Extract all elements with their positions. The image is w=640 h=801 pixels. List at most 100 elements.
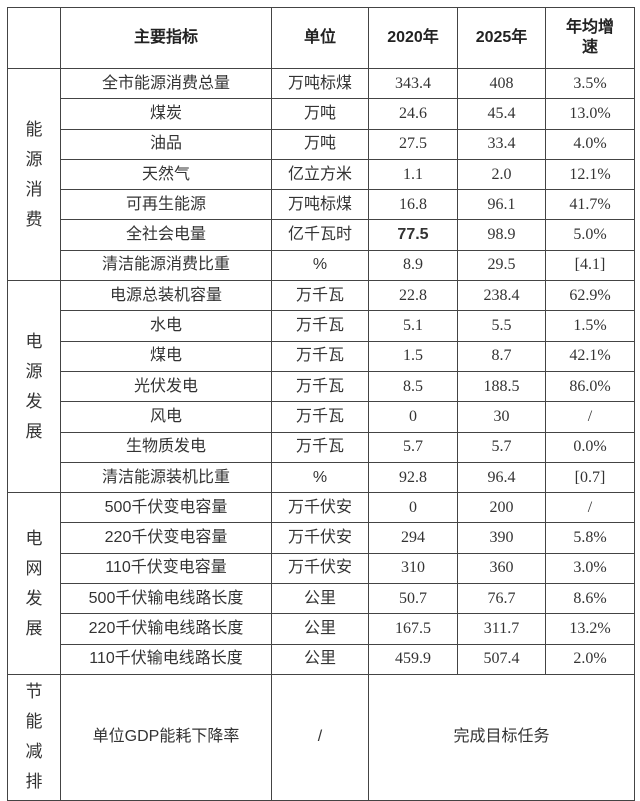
value-2025: 408: [457, 67, 546, 100]
value-2025: 507.4: [457, 643, 546, 675]
growth-rate: 13.0%: [545, 98, 635, 130]
value-2020: 50.7: [368, 583, 458, 615]
value-2020: 5.7: [368, 431, 458, 463]
indicator-unit: 万千伏安: [271, 522, 369, 554]
group-label: 电网发展: [7, 492, 61, 675]
indicator-unit: %: [271, 249, 369, 282]
value-2025: 96.4: [457, 461, 546, 494]
value-2020: 294: [368, 522, 458, 554]
table-row: 电源发展 电源总装机容量 万千瓦 22.8 238.4 62.9%: [7, 280, 635, 494]
value-2020: 92.8: [368, 461, 458, 494]
table-row: 清洁能源装机比重% 92.8 96.4 [0.7]: [8, 461, 635, 494]
value-2020: 167.5: [368, 613, 458, 645]
value-2025: 8.7: [457, 340, 546, 372]
indicator-name: 单位GDP能耗下降率: [60, 673, 272, 801]
growth-rate: 5.0%: [545, 219, 635, 251]
energy-indicators-table: 主要指标 单位 2020年 2025年 年均增速 能源消费 全市能源消费总量 万吨标…: [7, 7, 635, 801]
table-row: 清洁能源消费比重% 8.9 29.5 [4.1]: [8, 249, 635, 282]
table-row: 水电 万千瓦 5.1 5.5 1.5%: [8, 310, 635, 342]
value-2020: 1.1: [368, 158, 458, 191]
indicator-unit: 万吨: [271, 128, 369, 160]
value-2020: 343.4: [368, 67, 458, 100]
group-label: 电源发展: [7, 280, 61, 494]
table-row: 电网发展 500千伏变电容量 万千伏安 0 200/: [7, 492, 635, 675]
value-2025: 76.7: [457, 583, 546, 615]
value-2025: 98.9: [457, 219, 546, 251]
value-2025: 5.7: [457, 431, 546, 463]
indicator-unit: 万千瓦: [271, 340, 369, 372]
indicator-name: 生物质发电: [60, 431, 272, 463]
indicator-name: 110千伏输电线路长度: [60, 643, 272, 675]
indicator-unit: 万吨标煤: [271, 189, 369, 221]
indicator-name: 油品: [60, 128, 272, 160]
indicator-unit: 万千瓦: [271, 310, 369, 342]
growth-rate: 12.1%: [545, 158, 635, 191]
growth-rate: 1.5%: [545, 310, 635, 342]
indicator-name: 水电: [60, 310, 272, 342]
value-2025: 188.5: [457, 370, 546, 403]
indicator-unit: /: [271, 673, 369, 801]
indicator-name: 全社会电量: [60, 219, 272, 251]
indicator-name: 煤电: [60, 340, 272, 372]
value-2020: 1.5: [368, 340, 458, 372]
header-unit: 单位: [271, 7, 369, 69]
growth-rate: [4.1]: [545, 249, 635, 282]
header-2020: 2020年: [368, 7, 458, 69]
indicator-unit: 万千瓦: [271, 401, 369, 433]
growth-rate: /: [545, 401, 635, 433]
header-growth: 年均增速: [545, 7, 635, 69]
value-2020: 27.5: [368, 128, 458, 160]
value-2025: 33.4: [457, 128, 546, 160]
group-label-text: 电源发展: [25, 331, 43, 441]
value-2025: 5.5: [457, 310, 546, 342]
indicator-unit: 公里: [271, 583, 369, 615]
growth-rate: 62.9%: [545, 280, 635, 312]
indicator-unit: 公里: [271, 643, 369, 675]
value-2025: 390: [457, 522, 546, 554]
indicator-unit: 万吨: [271, 98, 369, 130]
indicator-name: 可再生能源: [60, 189, 272, 221]
indicator-name: 220千伏变电容量: [60, 522, 272, 554]
indicator-name: 220千伏输电线路长度: [60, 613, 272, 645]
indicator-unit: 公里: [271, 613, 369, 645]
growth-rate: 4.0%: [545, 128, 635, 160]
value-2020: 8.9: [368, 249, 458, 282]
growth-rate: 0.0%: [545, 431, 635, 463]
value-2020: 8.5: [368, 370, 458, 403]
indicator-unit: 万千瓦: [271, 431, 369, 463]
value-2025: 311.7: [457, 613, 546, 645]
table-body: 能源消费 全市能源消费总量 万吨标煤 343.4 408 3.5% 煤炭 万吨 24.6 45.4…: [7, 67, 635, 675]
header-2025: 2025年: [457, 7, 546, 69]
value-2020: 24.6: [368, 98, 458, 130]
value-2020: 5.1: [368, 310, 458, 342]
growth-rate: 2.0%: [545, 643, 635, 675]
group-label-text: 节能减排: [25, 682, 43, 792]
table-row: 110千伏变电容量 万千伏安 310 360 3.0%: [8, 552, 635, 585]
table-row: 能源消费 全市能源消费总量 万吨标煤 343.4 408 3.5%: [7, 67, 635, 282]
value-2020: 310: [368, 552, 458, 585]
group-label: 能源消费: [7, 67, 61, 282]
growth-rate: 41.7%: [545, 189, 635, 221]
indicator-name: 电源总装机容量: [60, 280, 272, 312]
table-row: 煤炭 万吨 24.6 45.4 13.0%: [8, 98, 635, 130]
table-row: 光伏发电 万千瓦 8.5 188.5 86.0%: [8, 370, 635, 403]
table-row: 可再生能源 万吨标煤 16.8 96.1 41.7%: [8, 189, 635, 221]
value-2025: 2.0: [457, 158, 546, 191]
table-row: 110千伏输电线路长度 公里 459.9 507.4 2.0%: [8, 643, 635, 675]
table-row: 天然气 亿立方米 1.1 2.0 12.1%: [8, 158, 635, 191]
table-row: 煤电 万千瓦 1.5 8.7 42.1%: [8, 340, 635, 372]
indicator-unit: 万千伏安: [271, 492, 369, 524]
table-row: 220千伏变电容量 万千伏安 294 390 5.8%: [8, 522, 635, 554]
value-2020: 459.9: [368, 643, 458, 675]
header-row: 主要指标 单位 2020年 2025年 年均增速: [7, 7, 635, 69]
growth-rate: 3.5%: [545, 67, 635, 100]
value-2025: 238.4: [457, 280, 546, 312]
indicator-name: 500千伏输电线路长度: [60, 583, 272, 615]
group-label-text: 能源消费: [25, 119, 43, 229]
table-row-energy-saving: 节能减排 单位GDP能耗下降率 / 完成目标任务: [7, 673, 635, 801]
value-2020: 0: [368, 492, 458, 524]
table-row: 生物质发电 万千瓦 5.7 5.7 0.0%: [8, 431, 635, 463]
value-2025: 96.1: [457, 189, 546, 221]
indicator-name: 清洁能源装机比重: [60, 461, 272, 494]
table-row: 500千伏输电线路长度 公里 50.7 76.7 8.6%: [8, 583, 635, 615]
